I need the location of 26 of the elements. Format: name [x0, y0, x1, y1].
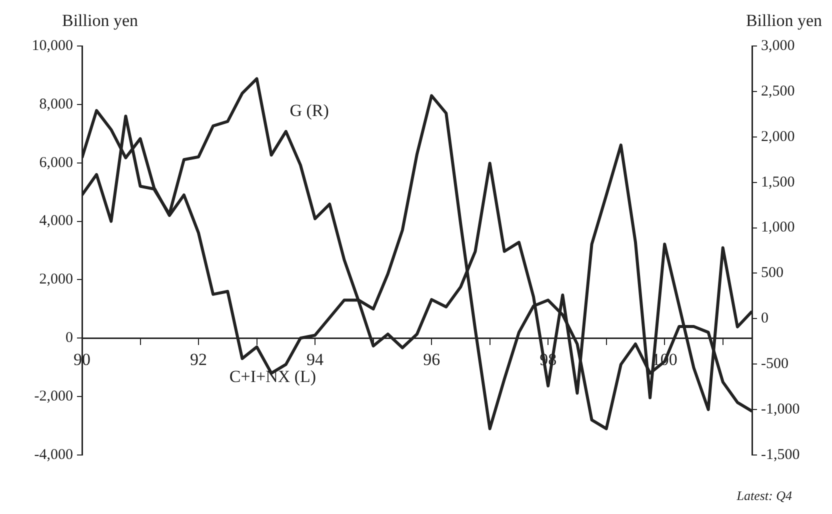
y2-tick-label: 2,500 — [761, 83, 795, 100]
y2-tick-label: -1,500 — [761, 446, 800, 463]
y2-tick-label: 1,000 — [761, 220, 795, 236]
x-tick-label: 96 — [423, 350, 440, 369]
y-tick-label: 6,000 — [39, 154, 73, 171]
y-tick-label: -4,000 — [34, 446, 73, 463]
y-tick-label: 10,000 — [32, 38, 73, 54]
y2-tick-label: 1,500 — [761, 174, 795, 190]
x-tick-label: 94 — [306, 350, 324, 369]
y-tick-label: 4,000 — [39, 213, 73, 230]
y2-tick-label: 2,000 — [761, 128, 795, 145]
y2-tick-label: 0 — [761, 310, 768, 327]
y-axis-title: Billion yen — [62, 11, 139, 30]
y2-tick-label: -1,000 — [761, 401, 800, 418]
y-tick-label: 0 — [66, 330, 73, 346]
series-label: G (R) — [290, 100, 329, 120]
y2-tick-label: -500 — [761, 356, 788, 372]
y-tick-label: -2,000 — [34, 388, 73, 405]
series-label: C+I+NX (L) — [229, 366, 316, 386]
y-tick-label: 8,000 — [39, 96, 73, 112]
text: Latest: Q4 — [736, 488, 792, 504]
y2-axis-title: Billion yen — [746, 11, 822, 30]
y2-tick-label: 3,000 — [761, 38, 795, 54]
y2-tick-label: 500 — [761, 265, 784, 282]
x-tick-label: 92 — [190, 350, 208, 369]
y-tick-label: 2,000 — [39, 272, 73, 288]
